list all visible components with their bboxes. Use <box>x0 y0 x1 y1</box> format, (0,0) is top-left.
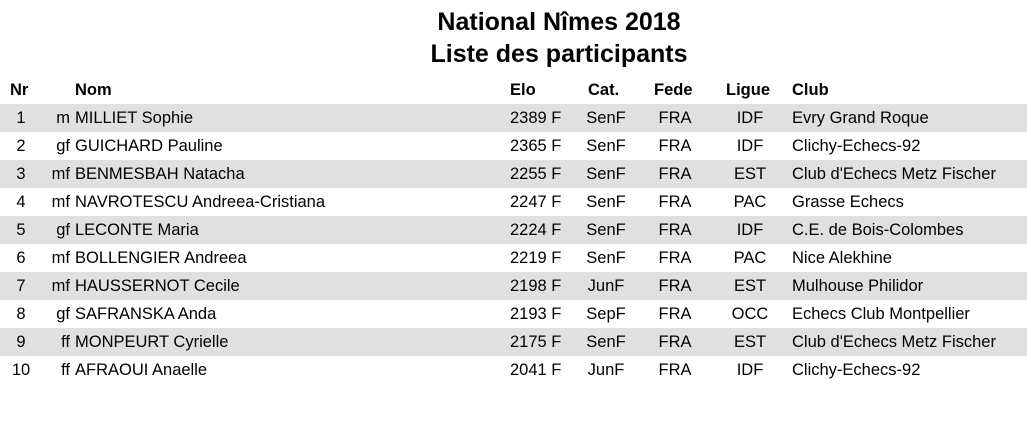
title: gf <box>56 137 70 155</box>
title: mf <box>51 249 70 267</box>
column-header: Nr <box>10 81 29 99</box>
league: IDF <box>736 361 764 379</box>
league: IDF <box>736 221 764 239</box>
federation: FRA <box>658 277 692 295</box>
federation: FRA <box>658 109 692 127</box>
league: OCC <box>731 305 769 323</box>
club: Clichy-Echecs-92 <box>792 361 921 379</box>
title: mf <box>51 277 70 295</box>
category: SenF <box>586 221 626 239</box>
category: SenF <box>586 109 626 127</box>
column-header: Club <box>792 81 829 99</box>
name: NAVROTESCU Andreea-Cristiana <box>75 193 326 211</box>
elo: 2041 F <box>510 361 562 379</box>
nr: 1 <box>16 109 26 127</box>
elo: 2255 F <box>510 165 562 183</box>
name: GUICHARD Pauline <box>75 137 223 155</box>
row-band <box>0 272 1027 300</box>
column-header: Nom <box>75 81 112 99</box>
elo: 2247 F <box>510 193 562 211</box>
category: SenF <box>586 137 626 155</box>
title: ff <box>61 333 70 351</box>
column-header: Elo <box>510 81 536 99</box>
league: PAC <box>733 193 767 211</box>
league: EST <box>733 165 767 183</box>
title: mf <box>51 193 70 211</box>
row-band <box>0 104 1027 132</box>
nr: 8 <box>16 305 26 323</box>
name: LECONTE Maria <box>75 221 199 239</box>
federation: FRA <box>658 249 692 267</box>
name: AFRAOUI Anaelle <box>75 361 208 379</box>
league: PAC <box>733 249 767 267</box>
league: IDF <box>736 109 764 127</box>
category: SenF <box>586 193 626 211</box>
federation: FRA <box>658 165 692 183</box>
category: JunF <box>587 277 625 295</box>
title: gf <box>56 305 70 323</box>
category: SenF <box>586 165 626 183</box>
club: Nice Alekhine <box>792 249 892 267</box>
row-band <box>0 160 1027 188</box>
column-header: Fede <box>654 81 693 99</box>
elo: 2389 F <box>510 109 562 127</box>
title: National Nîmes 2018 <box>437 8 681 36</box>
nr: 2 <box>16 137 26 155</box>
name: HAUSSERNOT Cecile <box>75 277 240 295</box>
club: Clichy-Echecs-92 <box>792 137 921 155</box>
federation: FRA <box>658 193 692 211</box>
league: IDF <box>736 137 764 155</box>
name: BENMESBAH Natacha <box>75 165 245 183</box>
nr: 6 <box>16 249 26 267</box>
elo: 2175 F <box>510 333 562 351</box>
name: MONPEURT Cyrielle <box>75 333 229 351</box>
elo: 2193 F <box>510 305 562 323</box>
name: MILLIET Sophie <box>75 109 194 127</box>
club: Echecs Club Montpellier <box>792 305 970 323</box>
title: gf <box>56 221 70 239</box>
nr: 3 <box>16 165 26 183</box>
elo: 2219 F <box>510 249 562 267</box>
elo: 2198 F <box>510 277 562 295</box>
federation: FRA <box>658 305 692 323</box>
category: SepF <box>586 305 626 323</box>
title: mf <box>51 165 70 183</box>
title: m <box>56 109 70 127</box>
club: Club d'Echecs Metz Fischer <box>792 165 996 183</box>
name: SAFRANSKA Anda <box>75 305 217 323</box>
name: BOLLENGIER Andreea <box>75 249 247 267</box>
club: C.E. de Bois-Colombes <box>792 221 964 239</box>
club: Club d'Echecs Metz Fischer <box>792 333 996 351</box>
nr: 4 <box>16 193 26 211</box>
category: JunF <box>587 361 625 379</box>
federation: FRA <box>658 361 692 379</box>
row-band <box>0 328 1027 356</box>
nr: 9 <box>16 333 26 351</box>
federation: FRA <box>658 333 692 351</box>
nr: 10 <box>11 361 31 379</box>
league: EST <box>733 277 767 295</box>
club: Grasse Echecs <box>792 193 904 211</box>
title: ff <box>61 361 70 379</box>
subtitle: Liste des participants <box>430 40 688 68</box>
category: SenF <box>586 249 626 267</box>
elo: 2365 F <box>510 137 562 155</box>
elo: 2224 F <box>510 221 562 239</box>
nr: 5 <box>16 221 26 239</box>
club: Evry Grand Roque <box>792 109 929 127</box>
club: Mulhouse Philidor <box>792 277 924 295</box>
federation: FRA <box>658 137 692 155</box>
category: SenF <box>586 333 626 351</box>
nr: 7 <box>16 277 26 295</box>
federation: FRA <box>658 221 692 239</box>
column-header: Ligue <box>726 81 770 99</box>
league: EST <box>733 333 767 351</box>
row-band <box>0 216 1027 244</box>
column-header: Cat. <box>588 81 620 99</box>
